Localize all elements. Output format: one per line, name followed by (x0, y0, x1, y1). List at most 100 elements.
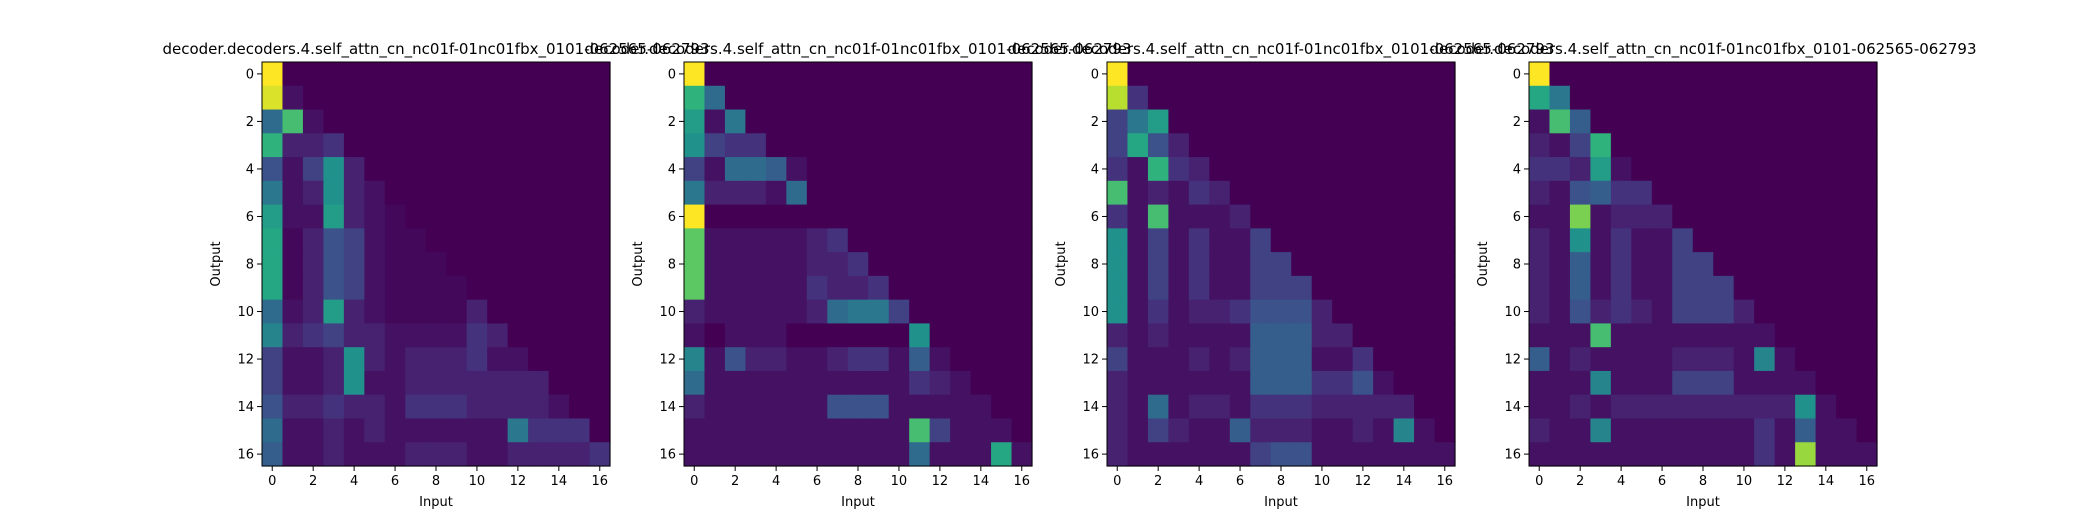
heatmap-cell (1754, 394, 1776, 420)
heatmap-cell (1836, 109, 1858, 134)
x-tick-label: 10 (1736, 474, 1753, 489)
x-tick-label: 6 (813, 474, 821, 489)
heatmap-cell (909, 252, 931, 277)
heatmap-cell (1631, 85, 1653, 111)
heatmap-cell (868, 323, 890, 348)
heatmap-cell (724, 323, 747, 348)
heatmap-cell (1856, 228, 1878, 253)
heatmap-cell (786, 370, 808, 396)
heatmap-cell (1127, 370, 1149, 396)
heatmap-cell (1733, 204, 1755, 229)
heatmap-cell (589, 299, 611, 325)
heatmap-cell (466, 109, 488, 134)
heatmap-cell (364, 370, 386, 396)
heatmap-cell (343, 394, 365, 420)
heatmap-cell (1815, 418, 1837, 443)
heatmap-cell (302, 62, 325, 87)
heatmap-cell (1147, 228, 1170, 253)
heatmap-cell (1373, 323, 1395, 348)
heatmap-cell (425, 133, 447, 158)
heatmap-cell (1127, 323, 1149, 348)
heatmap-cell (1414, 418, 1436, 443)
y-tick-label: 0 (1091, 67, 1099, 82)
heatmap-cell (1692, 62, 1714, 87)
heatmap-cell (1332, 204, 1354, 229)
heatmap-cell (507, 370, 529, 396)
heatmap-cell (1250, 204, 1272, 229)
heatmap-cell (1672, 62, 1694, 87)
heatmap-cell (1127, 275, 1149, 301)
y-tick-label: 10 (1082, 305, 1099, 320)
heatmap-cell (1229, 252, 1251, 277)
heatmap-cell (1209, 180, 1231, 206)
heatmap-cell (364, 157, 386, 182)
heatmap-cell (1168, 347, 1190, 372)
heatmap-cell (1713, 62, 1735, 87)
heatmap-cell (684, 204, 706, 229)
heatmap-cell (704, 252, 726, 277)
heatmap-cell (589, 418, 611, 443)
heatmap-cell (991, 323, 1013, 348)
heatmap-cell (1774, 109, 1796, 134)
heatmap-cell (765, 228, 787, 253)
heatmap-cell (507, 347, 529, 372)
heatmap-cell (1147, 442, 1170, 467)
heatmap-cell (282, 252, 304, 277)
heatmap-cell (970, 157, 992, 182)
heatmap-cell (1291, 85, 1313, 111)
heatmap-cell (847, 299, 869, 325)
heatmap-cell (1529, 62, 1551, 87)
heatmap-cell (1393, 133, 1415, 158)
heatmap-cell (1815, 85, 1837, 111)
heatmap-cell (765, 418, 787, 443)
heatmap-cell (806, 370, 828, 396)
heatmap-cell (446, 109, 468, 134)
heatmap-cell (868, 442, 890, 467)
heatmap-cell (1311, 85, 1333, 111)
heatmap-cell (888, 157, 910, 182)
heatmap-cell (1107, 370, 1129, 396)
heatmap-cell (786, 180, 808, 206)
heatmap-cell (991, 370, 1013, 396)
heatmap-cell (1672, 299, 1694, 325)
heatmap-cell (1529, 85, 1551, 111)
heatmap-cell (1713, 109, 1735, 134)
heatmap-cell (1434, 180, 1456, 206)
heatmap-cell (1815, 370, 1837, 396)
heatmap-cell (1774, 62, 1796, 87)
heatmap-cell (1011, 62, 1033, 87)
heatmap-cell (1127, 204, 1149, 229)
heatmap-cell (1795, 370, 1817, 396)
heatmap-cell (1529, 323, 1551, 348)
heatmap-cell (1311, 299, 1333, 325)
heatmap-cell (1291, 62, 1313, 87)
heatmap-cell (446, 442, 468, 467)
heatmap-cell (847, 85, 869, 111)
heatmap-cell (1631, 109, 1653, 134)
y-tick-label: 16 (659, 448, 676, 463)
heatmap-cell (302, 252, 325, 277)
heatmap-cell (745, 228, 767, 253)
heatmap-cell (765, 204, 787, 229)
y-tick-label: 14 (1504, 400, 1521, 415)
heatmap-cell (1733, 323, 1755, 348)
y-tick-label: 14 (237, 400, 254, 415)
heatmap-cell (1352, 109, 1374, 134)
heatmap-cell (1250, 133, 1272, 158)
heatmap-cell (1692, 323, 1714, 348)
heatmap-cell (1209, 370, 1231, 396)
heatmap-cell (827, 228, 849, 253)
heatmap-cell (548, 62, 570, 87)
heatmap-cell (1569, 133, 1592, 158)
heatmap-cell (1434, 204, 1456, 229)
heatmap-cell (991, 299, 1013, 325)
heatmap-cell (446, 418, 468, 443)
heatmap-cell (1414, 442, 1436, 467)
heatmap-cell (1250, 180, 1272, 206)
heatmap-cell (1856, 133, 1878, 158)
heatmap-cell (1549, 323, 1571, 348)
heatmap-cell (970, 204, 992, 229)
heatmap-cell (1590, 252, 1612, 277)
heatmap-cell (487, 275, 509, 301)
heatmap-cell (384, 204, 406, 229)
